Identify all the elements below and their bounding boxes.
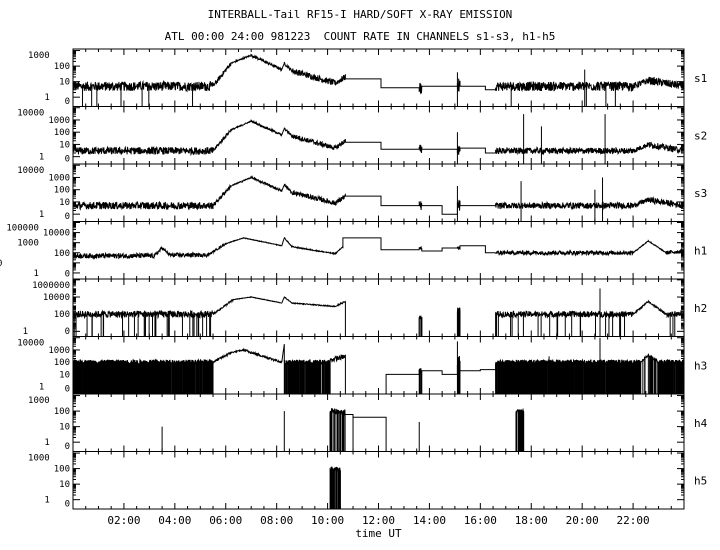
- y-tick-label: 100: [54, 128, 70, 138]
- y-tick-label: 0: [65, 500, 70, 510]
- y-tick-label: 100: [54, 310, 70, 320]
- y-tick-label: 1: [44, 438, 49, 448]
- channel-label-s1: s1: [694, 72, 707, 85]
- y-tick-label: 0: [65, 212, 70, 222]
- y-tick-label: 1000000: [32, 281, 70, 291]
- series-line-h1: [72, 236, 685, 260]
- y-tick-label: 10000: [17, 166, 44, 176]
- y-tick-label: 0: [65, 327, 70, 337]
- y-tick-label: 10: [59, 78, 70, 88]
- y-tick-label: 0: [65, 385, 70, 395]
- y-tick-label: 10000: [17, 109, 44, 119]
- panel-frame-h4: [72, 393, 685, 452]
- x-tick-label: 10:00: [311, 514, 344, 527]
- x-axis-label: time UT: [355, 527, 402, 540]
- y-tick-label: 1000: [48, 116, 70, 126]
- channel-label-s3: s3: [694, 187, 707, 200]
- series-line-s3: [72, 175, 685, 215]
- y-tick-label: 10000: [43, 229, 70, 239]
- y-tick-label: 1: [44, 496, 49, 506]
- y-tick-label: 10000: [43, 293, 70, 303]
- y-tick-label: 0: [65, 97, 70, 107]
- y-tick-label: 0: [65, 442, 70, 452]
- y-tick-label: 10: [59, 480, 70, 490]
- y-tick-label: 100: [54, 249, 70, 259]
- y-tick-label: 100: [54, 62, 70, 72]
- x-tick-label: 04:00: [158, 514, 191, 527]
- panel-frame-h5: [72, 451, 685, 510]
- y-tick-label: 10000: [17, 339, 44, 349]
- y-tick-label: 1: [39, 210, 44, 220]
- channel-label-h3: h3: [694, 359, 707, 372]
- y-tick-label: 1000: [28, 51, 50, 61]
- y-tick-label: 1: [23, 327, 28, 337]
- y-tick-label: 10: [59, 140, 70, 150]
- series-line-h5: [73, 465, 684, 510]
- chart-title: INTERBALL-Tail RF15-I HARD/SOFT X-RAY EM…: [207, 8, 513, 21]
- x-tick-label: 20:00: [566, 514, 599, 527]
- y-tick-label: 10: [59, 370, 70, 380]
- x-tick-label: 08:00: [260, 514, 293, 527]
- y-tick-label: 100: [54, 407, 70, 417]
- y-tick-label: 1: [33, 269, 38, 279]
- y-tick-label: 1000: [48, 173, 70, 183]
- y-tick-label: 10: [59, 198, 70, 208]
- x-tick-label: 22:00: [617, 514, 650, 527]
- y-tick-label: 1: [44, 93, 49, 103]
- y-tick-label: 1: [39, 153, 44, 163]
- series-line-s1: [72, 53, 685, 95]
- x-tick-label: 02:00: [107, 514, 140, 527]
- y-tick-label: 10: [0, 259, 2, 269]
- series-line-h4: [73, 407, 684, 452]
- series-line-s2: [72, 119, 685, 157]
- panel-frame-s1: [72, 48, 685, 107]
- y-tick-label: 1000: [17, 239, 39, 249]
- y-tick-label: 1000: [28, 454, 50, 464]
- channel-label-h5: h5: [694, 474, 707, 487]
- x-tick-label: 18:00: [515, 514, 548, 527]
- x-tick-label: 12:00: [362, 514, 395, 527]
- y-tick-label: 1: [39, 383, 44, 393]
- panel-frame-h2: [72, 278, 685, 337]
- y-tick-label: 100: [54, 358, 70, 368]
- y-tick-label: 1000: [28, 396, 50, 406]
- channel-label-s2: s2: [694, 129, 707, 142]
- x-tick-label: 06:00: [209, 514, 242, 527]
- channel-label-h2: h2: [694, 302, 707, 315]
- y-tick-label: 100000: [6, 224, 39, 234]
- y-tick-label: 1000: [48, 346, 70, 356]
- y-tick-label: 10: [59, 423, 70, 433]
- y-tick-label: 100: [54, 465, 70, 475]
- channel-label-h1: h1: [694, 244, 707, 257]
- panel-frame-s3: [72, 163, 685, 222]
- channel-label-h4: h4: [694, 417, 708, 430]
- x-tick-label: 14:00: [413, 514, 446, 527]
- y-tick-label: 0: [65, 270, 70, 280]
- panel-frame-s2: [72, 106, 685, 165]
- x-tick-label: 16:00: [464, 514, 497, 527]
- y-tick-label: 100: [54, 186, 70, 196]
- chart-subtitle: ATL 00:00 24:00 981223 COUNT RATE IN CHA…: [164, 30, 556, 43]
- y-tick-label: 0: [65, 155, 70, 165]
